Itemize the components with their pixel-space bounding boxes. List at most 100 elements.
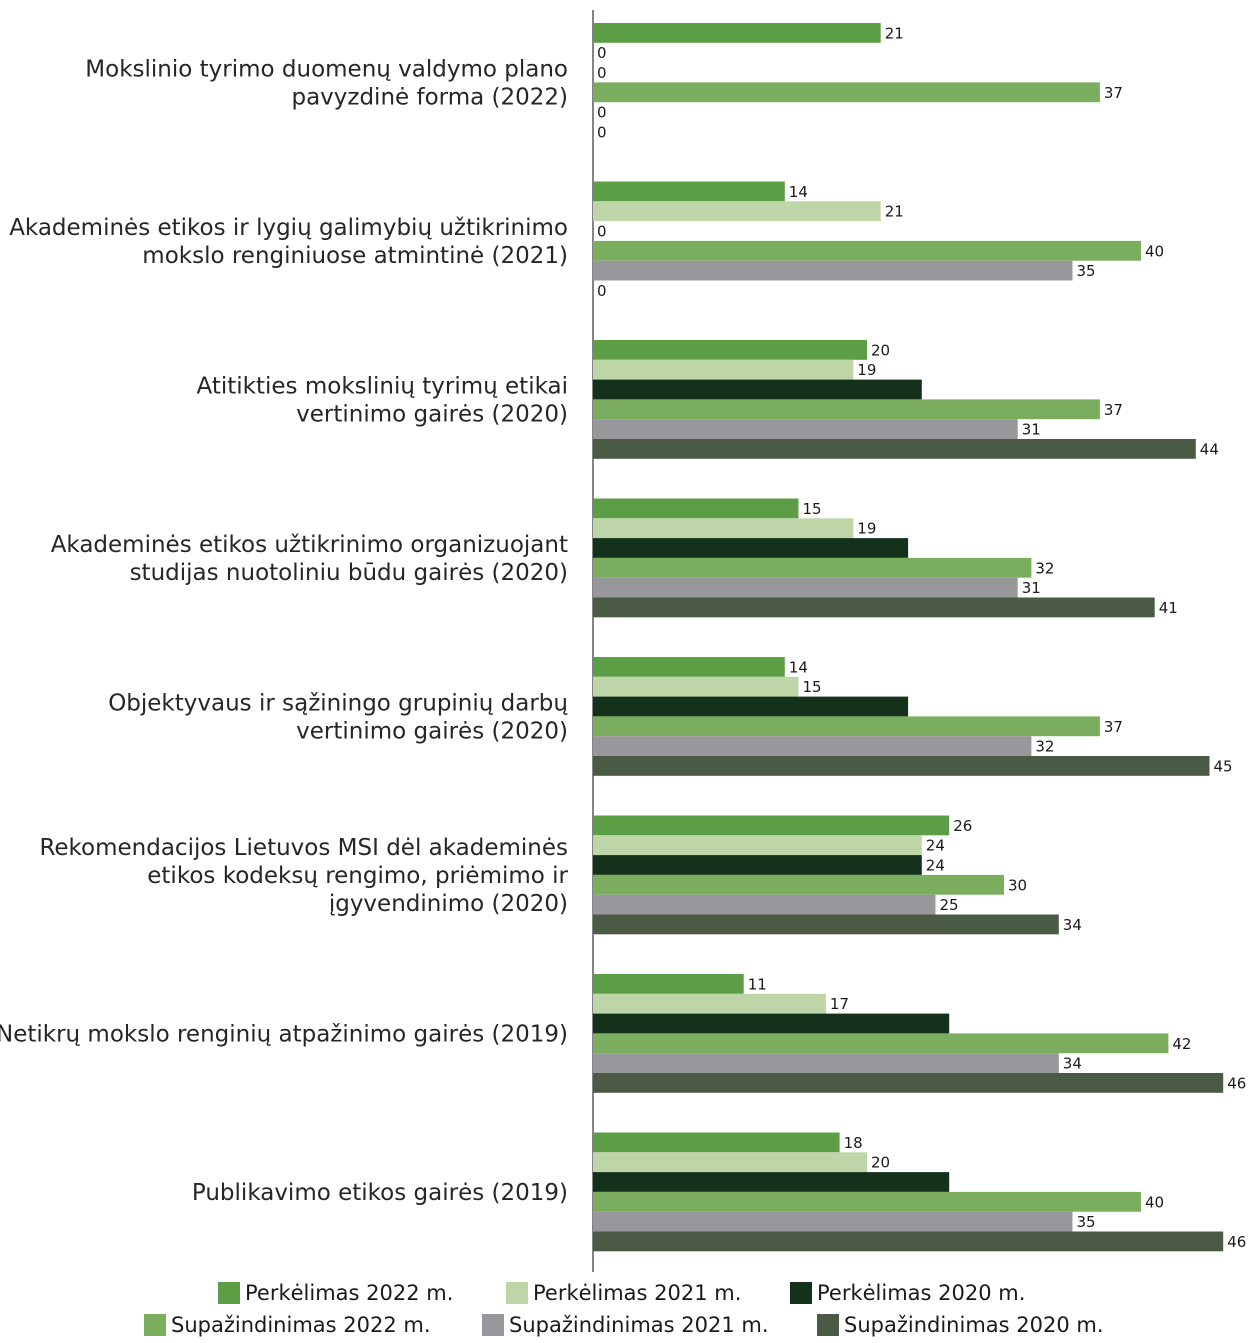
data-label: 30 xyxy=(1008,876,1027,894)
data-label: 35 xyxy=(1077,262,1096,280)
bar xyxy=(593,557,1032,578)
data-label: 15 xyxy=(803,678,822,696)
data-label: 19 xyxy=(857,520,876,538)
category-label-line: Mokslinio tyrimo duomenų valdymo plano xyxy=(85,56,568,82)
category-label-line: Objektyvaus ir sąžiningo grupinių darbų xyxy=(108,690,568,716)
category-label-line: vertinimo gairės (2020) xyxy=(296,401,568,427)
bar xyxy=(593,518,854,539)
bar xyxy=(593,1152,867,1173)
legend-label: Supažindinimas 2022 m. xyxy=(171,1313,431,1337)
data-label: 19 xyxy=(857,361,876,379)
category-label-line: Netikrų mokslo renginių atpažinimo gairė… xyxy=(0,1021,568,1047)
data-label: 21 xyxy=(885,24,904,42)
bar xyxy=(593,240,1141,261)
data-label: 37 xyxy=(1104,718,1123,736)
legend-swatch xyxy=(482,1314,504,1336)
data-label: 21 xyxy=(885,203,904,221)
bar xyxy=(593,1033,1169,1054)
category-label: Akademinės etikos ir lygių galimybių užt… xyxy=(9,215,568,269)
data-label: 0 xyxy=(597,123,607,141)
data-label: 17 xyxy=(830,995,849,1013)
bar xyxy=(593,736,1032,756)
category-label-line: mokslo renginiuose atmintinė (2021) xyxy=(142,243,568,269)
bar xyxy=(593,756,1210,776)
data-label: 25 xyxy=(940,896,959,914)
legend-swatch xyxy=(817,1314,839,1336)
data-label: 37 xyxy=(1104,84,1123,102)
bar xyxy=(593,538,909,558)
data-label: 14 xyxy=(789,658,808,676)
bar xyxy=(593,1231,1224,1252)
bar xyxy=(593,1132,840,1153)
category-label-line: Publikavimo etikos gairės (2019) xyxy=(192,1180,568,1206)
bar xyxy=(593,498,799,519)
category-label-line: Akademinės etikos užtikrinimo organizuoj… xyxy=(51,532,568,558)
category-label: Mokslinio tyrimo duomenų valdymo plano pa… xyxy=(85,56,568,110)
bar xyxy=(593,577,1018,598)
data-label: 20 xyxy=(871,341,890,359)
legend-label: Supažindinimas 2021 m. xyxy=(509,1313,769,1337)
category-label: Publikavimo etikos gairės (2019) xyxy=(192,1180,568,1206)
data-label: 41 xyxy=(1159,599,1178,617)
bar xyxy=(593,1191,1141,1212)
data-label: 34 xyxy=(1063,1055,1082,1073)
category-label-line: įgyvendinimo (2020) xyxy=(329,891,568,917)
bar xyxy=(593,379,922,400)
data-label: 32 xyxy=(1035,738,1054,756)
bar xyxy=(593,340,867,360)
category-label-line: etikos kodeksų rengimo, priėmimo ir xyxy=(147,863,568,889)
data-label: 0 xyxy=(597,44,607,62)
data-label: 24 xyxy=(926,857,945,875)
category-label-line: pavyzdinė forma (2022) xyxy=(291,84,568,110)
data-label: 0 xyxy=(597,104,607,122)
data-label: 40 xyxy=(1145,1193,1164,1211)
bar xyxy=(593,874,1004,895)
bar xyxy=(593,657,785,677)
bar xyxy=(593,974,744,994)
legend-swatch xyxy=(144,1314,166,1336)
bar xyxy=(593,855,922,875)
bar xyxy=(593,696,909,717)
bar xyxy=(593,716,1100,737)
category-label: Netikrų mokslo renginių atpažinimo gairė… xyxy=(0,1021,568,1047)
data-label: 31 xyxy=(1022,579,1041,597)
bar xyxy=(593,260,1073,281)
category-label: Atitikties mokslinių tyrimų etikai vertin… xyxy=(197,373,568,427)
plot-area: Mokslinio tyrimo duomenų valdymo plano pa… xyxy=(0,10,1246,1272)
category-label-line: Rekomendacijos Lietuvos MSI dėl akademin… xyxy=(39,835,568,861)
data-label: 34 xyxy=(1063,916,1082,934)
bar xyxy=(593,914,1059,935)
data-label: 24 xyxy=(926,837,945,855)
bar xyxy=(593,181,785,202)
data-label: 45 xyxy=(1214,757,1233,775)
data-label: 40 xyxy=(1145,242,1164,260)
data-label: 42 xyxy=(1172,1035,1191,1053)
data-label: 0 xyxy=(597,64,607,82)
category-label: Objektyvaus ir sąžiningo grupinių darbų v… xyxy=(108,690,568,744)
category-label-line: studijas nuotoliniu būdu gairės (2020) xyxy=(130,560,568,586)
legend-swatch xyxy=(218,1282,240,1304)
legend-label: Perkėlimas 2021 m. xyxy=(533,1281,741,1305)
bar xyxy=(593,1053,1059,1073)
data-label: 0 xyxy=(597,223,607,241)
data-label: 18 xyxy=(844,1134,863,1152)
bar xyxy=(593,1073,1224,1093)
bar xyxy=(593,1211,1073,1232)
bar xyxy=(593,597,1155,618)
data-label: 32 xyxy=(1035,559,1054,577)
bar xyxy=(593,359,854,380)
legend-swatch xyxy=(790,1282,812,1304)
bar xyxy=(593,993,826,1014)
data-label: 35 xyxy=(1077,1213,1096,1231)
legend: Perkėlimas 2022 m. Perkėlimas 2021 m. Perk… xyxy=(144,1281,1104,1337)
bar xyxy=(593,894,936,915)
bar xyxy=(593,1013,950,1034)
data-label: 15 xyxy=(803,500,822,518)
legend-label: Supažindinimas 2020 m. xyxy=(844,1313,1104,1337)
data-label: 26 xyxy=(953,817,972,835)
category-label: Rekomendacijos Lietuvos MSI dėl akademin… xyxy=(39,835,568,917)
data-label: 31 xyxy=(1022,421,1041,439)
category-label-line: Atitikties mokslinių tyrimų etikai xyxy=(197,373,568,399)
category-label-line: Akademinės etikos ir lygių galimybių užt… xyxy=(9,215,568,241)
